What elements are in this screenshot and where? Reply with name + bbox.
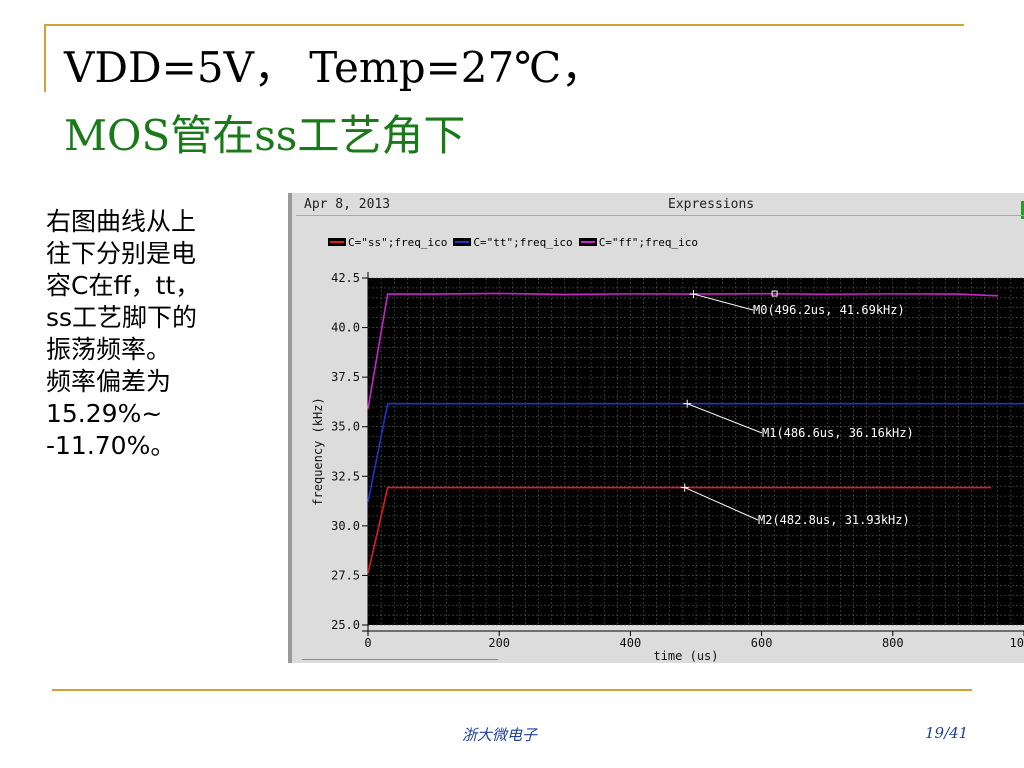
marker-leader-line (684, 487, 759, 521)
y-tick-label: 25.0 (331, 618, 360, 632)
y-axis-label: frequency (kHz) (311, 397, 325, 505)
y-tick-label: 37.5 (331, 370, 360, 384)
x-tick-label: 10 (1010, 636, 1024, 650)
x-tick-label: 200 (488, 636, 510, 650)
description-line: 振荡频率。 (46, 335, 172, 364)
description-line: 容C在ff，tt， (46, 271, 201, 300)
y-tick-label: 32.5 (331, 469, 360, 483)
chart-legend: C="ss";freq_ico C="tt";freq_ico C="ff";f… (328, 235, 704, 249)
marker-label: M1(486.6us, 36.16kHz) (762, 426, 914, 440)
y-tick-label: 27.5 (331, 568, 360, 582)
viewer-bottom-tabs[interactable] (302, 659, 498, 663)
status-indicator (1021, 201, 1024, 219)
waveform-viewer-screenshot: Apr 8, 2013 Expressions C="ss";freq_ico … (288, 193, 1024, 663)
marker-leader-line (693, 293, 754, 311)
marker-handle (771, 290, 778, 297)
x-tick-label: 400 (620, 636, 642, 650)
y-tick-label: 35.0 (331, 420, 360, 434)
x-tick-label: 600 (751, 636, 773, 650)
top-divider (44, 24, 964, 26)
viewer-date: Apr 8, 2013 (304, 197, 391, 212)
legend-swatch-icon (328, 238, 346, 246)
expressions-panel-title[interactable]: Expressions (668, 197, 755, 212)
legend-item-ff[interactable]: C="ff";freq_ico (578, 235, 699, 249)
title-accent-bar (44, 24, 46, 92)
legend-swatch-icon (453, 238, 472, 246)
marker-label: M2(482.8us, 31.93kHz) (758, 513, 910, 527)
description-text: 右图曲线从上 往下分别是电 容C在ff，tt， ss工艺脚下的 振荡频率。 频率… (46, 206, 266, 462)
slide-title-line1: VDD=5V， Temp=27℃， (64, 43, 604, 92)
description-line: 往下分别是电 (46, 239, 197, 268)
y-tick-label: 42.5 (331, 271, 360, 285)
legend-label: C="tt";freq_ico (473, 235, 573, 249)
series-line (367, 486, 992, 574)
legend-swatch-icon (578, 238, 597, 246)
legend-label: C="ss";freq_ico (348, 235, 448, 249)
page-number: 19/41 (925, 724, 969, 742)
description-line: -11.70%。 (46, 431, 176, 460)
y-tick-label: 30.0 (331, 519, 360, 533)
marker-label: M0(496.2us, 41.69kHz) (753, 303, 905, 317)
legend-item-tt[interactable]: C="tt";freq_ico (453, 235, 573, 249)
legend-item-ss[interactable]: C="ss";freq_ico (328, 236, 447, 249)
header-divider (296, 215, 1024, 216)
description-line: 频率偏差为 (46, 367, 172, 396)
x-axis-label: time (us) (653, 649, 718, 663)
description-line: 15.29%~ (46, 399, 163, 428)
marker-leader-line (687, 403, 763, 434)
footer-org: 浙大微电子 (462, 726, 538, 744)
x-tick-label: 0 (364, 636, 371, 650)
frequency-plot[interactable]: 25.0 27.5 30.0 32.5 35.0 37.5 40.0 42.5 0 200 400 6… (288, 193, 1024, 663)
series-line (367, 402, 1024, 503)
y-tick-label: 40.0 (331, 321, 360, 335)
description-line: 右图曲线从上 (46, 207, 197, 236)
slide-title-line2: MOS管在ss工艺角下 (64, 111, 466, 160)
legend-label: C="ff";freq_ico (598, 235, 699, 249)
viewer-left-frame (288, 193, 292, 663)
series-line (367, 292, 998, 410)
bottom-divider (52, 689, 972, 691)
description-line: ss工艺脚下的 (46, 303, 198, 332)
x-tick-label: 800 (882, 636, 904, 650)
